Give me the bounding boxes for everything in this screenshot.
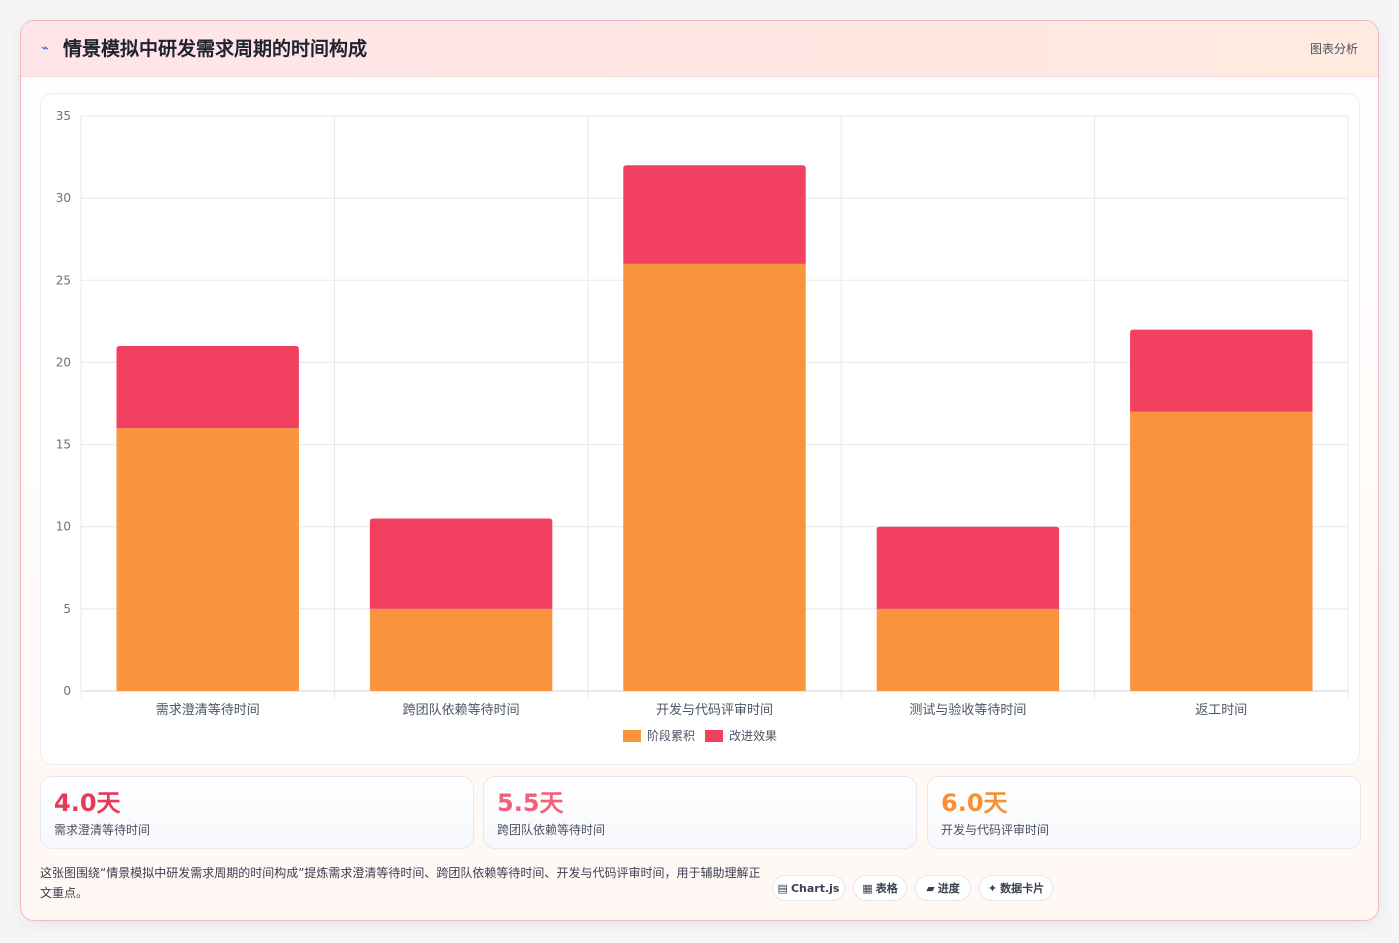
tag-label: 进度 — [937, 882, 960, 895]
stat-card-1: 4.0天 需求澄清等待时间 — [40, 776, 474, 849]
bar-segment-改进效果 — [116, 346, 299, 429]
bar-segment-改进效果 — [369, 518, 553, 609]
tag-chartjs[interactable]: ▤ Chart.js — [772, 875, 845, 901]
bar-segment-阶段累积 — [1130, 411, 1313, 691]
lightning-icon: ⌁ — [41, 41, 49, 56]
tag-data-cards[interactable]: ✦ 数据卡片 — [979, 875, 1053, 901]
chart-panel: 0 5 10 15 20 25 30 35 需求澄清等待时间 跨团队依赖等待时间 开发与代码评审时间… — [40, 93, 1360, 765]
chart-card: ⌁ 情景模拟中研发需求周期的时间构成 图表分析 0 5 10 15 20 25 30 35 需求… — [20, 20, 1379, 921]
stat-card-3: 6.0天 开发与代码评审时间 — [927, 776, 1361, 849]
chart-icon: ▤ — [777, 882, 788, 895]
x-tick-label: 返工时间 — [1195, 703, 1247, 718]
legend-swatch — [623, 730, 641, 742]
stacked-bar-chart: 0 5 10 15 20 25 30 35 需求澄清等待时间 跨团队依赖等待时间 开发与代码评审时间… — [56, 109, 1349, 743]
bar-segment-阶段累积 — [623, 263, 806, 691]
legend-label: 改进效果 — [729, 728, 777, 743]
stat-label: 需求澄清等待时间 — [54, 823, 151, 837]
tag-label: 数据卡片 — [1000, 882, 1045, 895]
stat-value: 5.5天 — [497, 789, 564, 817]
x-tick-label: 跨团队依赖等待时间 — [403, 702, 520, 718]
legend-label: 阶段累积 — [647, 728, 695, 743]
stat-card-2: 5.5天 跨团队依赖等待时间 — [483, 776, 917, 849]
table-icon: ▦ — [862, 882, 873, 895]
y-tick-label: 10 — [56, 520, 71, 534]
bar-segment-阶段累积 — [876, 608, 1060, 691]
tag-label: Chart.js — [790, 882, 840, 895]
y-tick-label: 35 — [56, 109, 71, 123]
bar-segment-改进效果 — [876, 526, 1060, 609]
page-title: 情景模拟中研发需求周期的时间构成 — [63, 38, 368, 60]
y-tick-label: 15 — [56, 438, 71, 452]
x-tick-label: 需求澄清等待时间 — [156, 702, 260, 718]
bar-segment-阶段累积 — [369, 608, 553, 691]
stat-label: 跨团队依赖等待时间 — [497, 823, 606, 837]
stat-value: 4.0天 — [54, 789, 121, 817]
stat-value: 6.0天 — [941, 789, 1008, 817]
tag-progress[interactable]: ▰ 进度 — [915, 875, 971, 901]
stat-label: 开发与代码评审时间 — [941, 823, 1050, 837]
y-tick-label: 5 — [63, 602, 71, 616]
x-tick-label: 开发与代码评审时间 — [656, 702, 773, 718]
legend-swatch — [705, 730, 723, 742]
y-tick-label: 30 — [56, 191, 71, 205]
sparkle-icon: ✦ — [987, 882, 998, 895]
tag-table[interactable]: ▦ 表格 — [853, 875, 907, 901]
y-tick-label: 0 — [63, 684, 71, 698]
progress-icon: ▰ — [926, 882, 935, 895]
bar-segment-改进效果 — [1130, 329, 1313, 412]
x-tick-label: 测试与验收等待时间 — [909, 702, 1026, 718]
bar-segment-阶段累积 — [116, 428, 299, 691]
y-tick-label: 20 — [56, 355, 71, 369]
bar-segment-改进效果 — [623, 165, 806, 264]
chart-description: 这张图围绕“情景模拟中研发需求周期的时间构成”提炼需求澄清等待时间、跨团队依赖等… — [40, 866, 761, 900]
chart-analysis-label: 图表分析 — [1309, 42, 1358, 56]
card-header: ⌁ 情景模拟中研发需求周期的时间构成 图表分析 — [21, 21, 1378, 77]
y-tick-label: 25 — [56, 273, 71, 287]
tag-label: 表格 — [875, 882, 898, 895]
